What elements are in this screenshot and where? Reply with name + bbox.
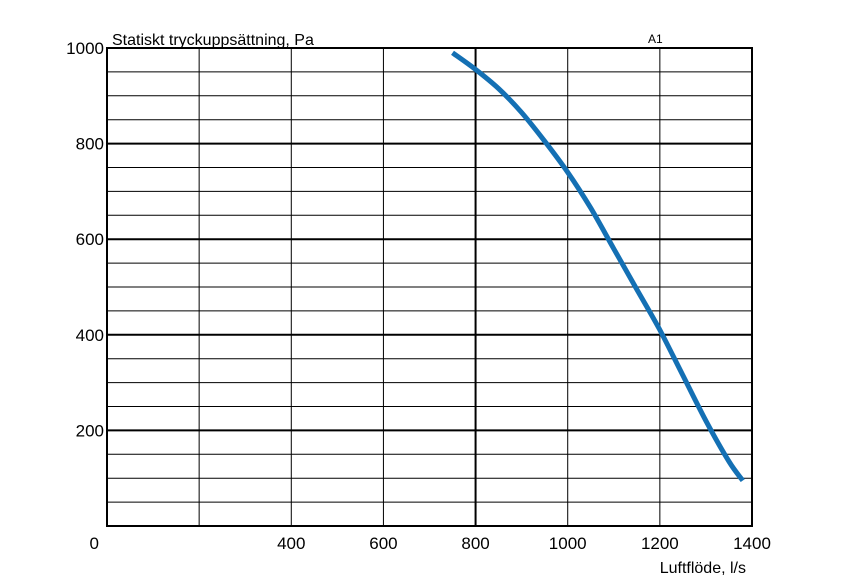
x-axis-label: Luftflöde, l/s <box>660 560 746 577</box>
series-layer <box>451 50 745 483</box>
y-tick-label: 600 <box>76 230 104 249</box>
y-tick-label: 400 <box>76 326 104 345</box>
x-axis-ticks: 0 400 600 800 1000 1200 1400 <box>90 534 771 553</box>
x-tick-label: 1400 <box>733 534 771 553</box>
chart-title: Statiskt tryckuppsättning, Pa <box>112 32 314 49</box>
y-tick-label: 200 <box>76 421 104 440</box>
x-tick-label: 1000 <box>549 534 587 553</box>
x-tick-label: 600 <box>369 534 397 553</box>
y-tick-label: 800 <box>76 135 104 154</box>
y-axis-ticks: 200 400 600 800 1000 <box>66 39 104 440</box>
y-tick-label: 1000 <box>66 39 104 58</box>
plot-frame <box>106 47 753 527</box>
major-grid <box>107 48 752 526</box>
x-tick-label: 0 <box>90 534 99 553</box>
x-tick-label: 800 <box>461 534 489 553</box>
curve-label: A1 <box>648 32 663 46</box>
minor-grid <box>107 48 752 526</box>
x-tick-label: 400 <box>277 534 305 553</box>
x-tick-label: 1200 <box>641 534 679 553</box>
series-line <box>451 50 745 483</box>
